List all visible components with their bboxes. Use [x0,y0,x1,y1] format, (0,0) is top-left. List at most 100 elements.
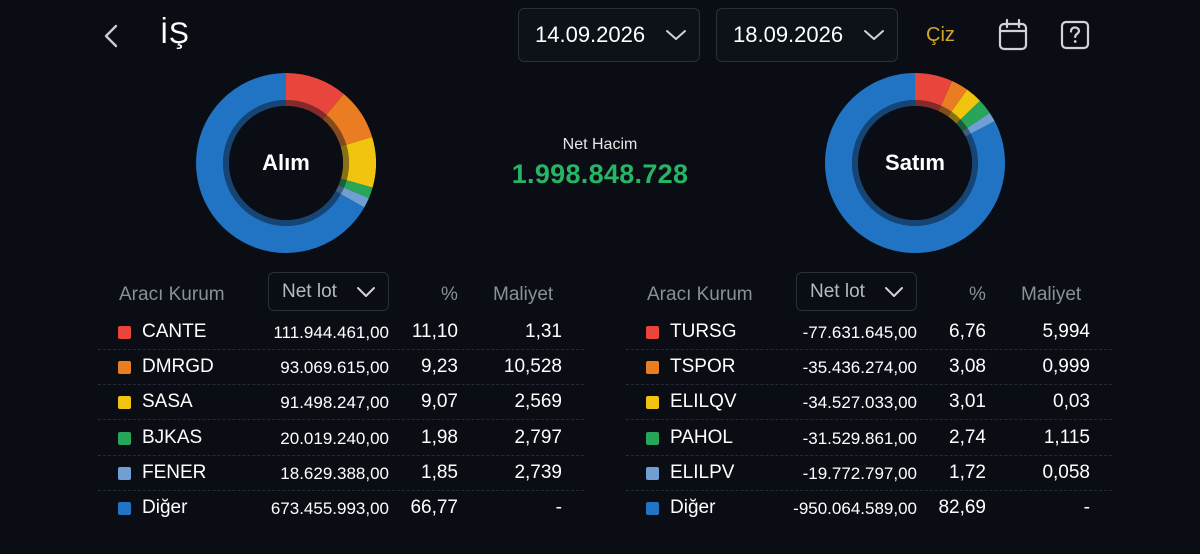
percent-value: 9,23 [421,356,458,378]
donut-slice-dmrgd [326,94,373,145]
cost-value: - [1083,497,1090,518]
net-lot-value: -34.527.033,00 [802,393,917,413]
chevron-down-icon [666,30,686,40]
end-date-select[interactable]: 18.09.2026 [716,8,898,62]
chevron-down-icon [885,287,903,297]
cost-value: 0,999 [1042,356,1090,378]
legend-swatch [118,502,131,515]
broker-name: CANTE [142,321,207,342]
legend-swatch [646,502,659,515]
sell-chart-label: Satım [885,150,945,175]
broker-column-header: Aracı Kurum [647,284,753,305]
net-lot-value: 111.944.461,00 [273,323,389,342]
table-row[interactable]: Diğer 673.455.993,00 66,77 - [98,491,584,526]
legend-swatch [646,361,659,375]
cost-value: 10,528 [503,356,562,378]
net-lot-select[interactable]: Net lot [268,272,389,311]
percent-value: 1,98 [421,426,458,448]
broker-name: Diğer [670,497,716,518]
cost-value: 0,058 [1042,461,1090,483]
percent-value: 3,01 [949,391,986,413]
table-row[interactable]: PAHOL -31.529.861,00 2,74 1,115 [626,421,1112,456]
legend-swatch [646,396,659,410]
net-lot-value: -950.064.589,00 [793,499,917,518]
net-lot-value: 20.019.240,00 [280,428,389,448]
table-row[interactable]: CANTE 111.944.461,00 11,10 1,31 [98,315,584,350]
net-lot-value: -31.529.861,00 [802,428,917,448]
legend-swatch [118,396,131,410]
legend-swatch [118,326,131,339]
percent-value: 82,69 [938,497,986,518]
start-date-select[interactable]: 14.09.2026 [518,8,700,62]
legend-swatch [118,361,131,375]
back-button[interactable] [98,20,126,52]
question-mark-icon [1060,20,1090,50]
table-row[interactable]: BJKAS 20.019.240,00 1,98 2,797 [98,421,584,456]
table-row[interactable]: SASA 91.498.247,00 9,07 2,569 [98,385,584,421]
broker-name: Diğer [142,497,188,518]
donut-inner-band-tspor [938,105,952,117]
donut-inner-band-elilqv [948,111,961,124]
net-volume-label: Net Hacim [562,136,638,153]
percent-value: 1,72 [949,461,986,483]
sell-donut-chart [825,73,1005,253]
end-date-value: 18.09.2026 [733,22,844,47]
donut-inner-band-pahol [956,119,968,132]
donut-slice-pahol [960,100,990,128]
net-lot-value: 91.498.247,00 [280,393,389,413]
broker-name: ELILQV [670,391,737,413]
net-lot-select[interactable]: Net lot [796,272,917,311]
broker-name: ELILPV [670,461,735,483]
broker-name: DMRGD [142,356,214,378]
net-lot-select-value: Net lot [282,280,337,302]
net-volume-value: 1.998.848.728 [511,159,689,189]
donut-inner-band-tursg [915,100,941,112]
legend-swatch [646,326,659,339]
donut-slice-cante [286,73,344,115]
net-lot-value: -19.772.797,00 [802,463,917,483]
page-title: İŞ [160,17,190,50]
donut-inner-band-sasa [340,144,349,181]
net-lot-value: -35.436.274,00 [802,358,917,378]
donut-center [229,106,343,220]
donut-inner-band-cante [286,100,327,120]
table-row[interactable]: TSPOR -35.436.274,00 3,08 0,999 [626,350,1112,386]
donut-inner-band-fener [335,185,345,195]
cost-value: 2,797 [514,426,562,448]
calendar-button[interactable] [997,18,1029,52]
broker-name: FENER [142,461,207,483]
percent-value: 6,76 [949,321,986,342]
donut-slice-tursg [915,73,953,106]
legend-swatch [646,466,659,480]
table-row[interactable]: Diğer -950.064.589,00 82,69 - [626,491,1112,526]
cost-column-header: Maliyet [493,284,554,305]
table-row[interactable]: ELILPV -19.772.797,00 1,72 0,058 [626,456,1112,491]
donut-slice-tspor [940,80,968,112]
donut-slice-sasa [346,136,376,188]
chevron-down-icon [864,30,884,40]
donut-slice-elilpv [967,112,995,134]
buy-donut-chart [196,73,376,253]
pct-column-header: % [969,284,986,305]
broker-column-header: Aracı Kurum [119,284,225,305]
table-row[interactable]: FENER 18.629.388,00 1,85 2,739 [98,456,584,491]
chevron-down-icon [357,287,375,297]
cost-value: 5,994 [1042,321,1090,342]
table-row[interactable]: TURSG -77.631.645,00 6,76 5,994 [626,315,1112,350]
donut-slice-diğer [825,73,1005,253]
broker-name: BJKAS [142,426,203,448]
percent-value: 11,10 [411,321,458,342]
start-date-value: 14.09.2026 [535,22,646,47]
donut-slice-fener [340,187,369,208]
percent-value: 2,74 [949,426,986,448]
help-button[interactable] [1060,20,1090,50]
legend-swatch [646,431,659,445]
donut-slice-elilqv [951,89,981,120]
table-row[interactable]: ELILQV -34.527.033,00 3,01 0,03 [626,385,1112,421]
table-row[interactable]: DMRGD 93.069.615,00 9,23 10,528 [98,350,584,386]
broker-name: TSPOR [670,356,736,378]
draw-button[interactable]: Çiz [926,24,955,46]
legend-swatch [118,431,131,445]
cost-value: 2,569 [514,391,562,413]
buy-chart-label: Alım [262,150,310,175]
